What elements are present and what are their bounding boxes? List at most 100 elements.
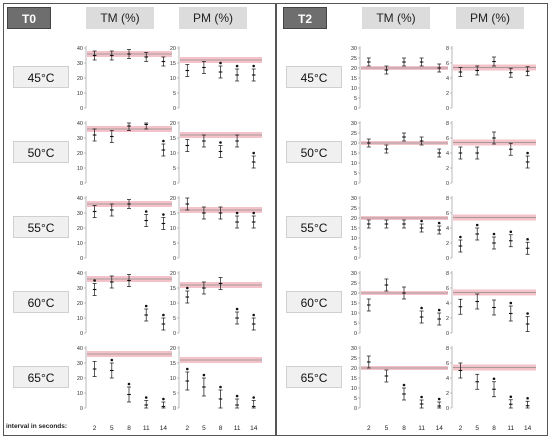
p0-r4-c0-significance-mark-1 bbox=[110, 358, 114, 362]
p0-r2-c0-y-tick-label-4: 40 bbox=[77, 196, 83, 202]
p0-r4-c1-y-tick-label-0: 0 bbox=[173, 406, 176, 412]
p0-r2-c1-y-tick-label-3: 15 bbox=[170, 211, 176, 217]
p1-r1-c0-y-tick-label-2: 10 bbox=[351, 161, 357, 167]
p0-r1-c0-y-tick-label-4: 40 bbox=[77, 121, 83, 127]
p1-r2-c0-y-tick-label-4: 20 bbox=[351, 216, 357, 222]
p1-r0-c0-y-tick-label-1: 5 bbox=[354, 96, 357, 102]
p0-r0-c0-y-tick-label-1: 10 bbox=[77, 91, 83, 97]
p1-r2-c0-y-tick-label-3: 15 bbox=[351, 226, 357, 232]
p0-r4-c1-x-tick-label-2: 8 bbox=[219, 425, 223, 432]
p1-r2-c1-y-tick-label-2: 4 bbox=[446, 226, 449, 232]
p1-r3-c0-y-tick-label-0: 0 bbox=[354, 331, 357, 337]
p1-r3-c0-y-tick-label-6: 30 bbox=[351, 271, 357, 277]
p0-r4-c0-x-tick-label-1: 5 bbox=[110, 425, 114, 432]
p1-r1-c0-y-tick-label-1: 5 bbox=[354, 171, 357, 177]
p1-r3-c0-y-tick-label-5: 25 bbox=[351, 281, 357, 287]
p0-r3-c0-y-tick-label-4: 40 bbox=[77, 271, 83, 277]
panel-t2-badge: T2 bbox=[283, 7, 327, 29]
p1-r4-c0-x-tick-label-3: 11 bbox=[418, 425, 425, 432]
p0-r4-c1-x-tick-label-1: 5 bbox=[202, 425, 206, 432]
p0-r0-c1-significance-mark-3 bbox=[235, 64, 239, 68]
p1-r4-c1-x-tick-label-4: 14 bbox=[524, 425, 532, 432]
p0-r4-c0-y-tick-label-1: 10 bbox=[77, 391, 83, 397]
p1-r4-c1-significance-mark-3 bbox=[509, 395, 513, 399]
p0-r2-c0-significance-mark-3 bbox=[144, 210, 148, 213]
p0-r4-c0-y-tick-label-2: 20 bbox=[77, 376, 83, 382]
p0-r3-c0-significance-mark-3 bbox=[144, 304, 148, 308]
p1-r0-c1-y-tick-label-3: 6 bbox=[446, 61, 449, 67]
p0-r4-c0-x-tick-label-2: 8 bbox=[127, 425, 131, 432]
t0-temp-65: 65°C bbox=[13, 366, 69, 388]
p0-r0-c1-y-tick-label-4: 20 bbox=[170, 46, 176, 52]
p1-r3-c0-significance-mark-3 bbox=[420, 306, 423, 310]
p0-r1-c0-y-tick-label-2: 20 bbox=[77, 151, 83, 157]
p0-r3-c0-significance-mark-4 bbox=[162, 313, 165, 317]
p0-r1-c1-y-tick-label-2: 10 bbox=[170, 151, 176, 157]
p1-r4-c0-y-tick-label-0: 0 bbox=[354, 406, 357, 412]
p0-r3-c1-y-tick-label-1: 5 bbox=[173, 316, 176, 322]
p0-r4-c1-significance-mark-4 bbox=[252, 396, 255, 399]
p0-r2-c1-y-tick-label-0: 0 bbox=[173, 256, 176, 262]
p1-r4-c0-y-tick-label-6: 30 bbox=[351, 346, 357, 352]
p1-r4-c0-x-tick-label-4: 14 bbox=[436, 425, 444, 432]
t2-tm-header: TM (%) bbox=[362, 7, 430, 29]
p1-r2-c1-y-tick-label-0: 0 bbox=[446, 256, 449, 262]
t2-temp-50: 50°C bbox=[286, 141, 342, 163]
p0-r4-c1-x-tick-label-3: 11 bbox=[234, 425, 241, 432]
p0-r4-c1-y-tick-label-2: 10 bbox=[170, 376, 176, 382]
p1-r0-c0-y-tick-label-4: 20 bbox=[351, 66, 357, 72]
p1-r3-c0-y-tick-label-1: 5 bbox=[354, 321, 357, 327]
p0-r0-c0-y-tick-label-3: 30 bbox=[77, 61, 83, 67]
p1-r3-c1-y-tick-label-2: 4 bbox=[446, 301, 449, 307]
p0-r4-c0-x-tick-label-4: 14 bbox=[160, 425, 168, 432]
p1-r2-c0-y-tick-label-6: 30 bbox=[351, 196, 357, 202]
t0-temp-50: 50°C bbox=[13, 141, 69, 163]
t2-temp-55: 55°C bbox=[286, 216, 342, 238]
p0-r1-c1-y-tick-label-0: 0 bbox=[173, 181, 176, 187]
p1-r1-c0-y-tick-label-6: 30 bbox=[351, 121, 357, 127]
p1-r3-c1-y-tick-label-1: 2 bbox=[446, 316, 449, 322]
p0-r2-c1-significance-mark-3 bbox=[235, 211, 239, 215]
p1-r4-c0-y-tick-label-5: 25 bbox=[351, 356, 357, 362]
p1-r1-c0-y-tick-label-3: 15 bbox=[351, 151, 357, 157]
p0-r4-c1-significance-mark-1 bbox=[202, 373, 206, 377]
p1-r3-c1-significance-mark-3 bbox=[509, 301, 513, 305]
p0-r1-c1-significance-mark-4 bbox=[252, 151, 255, 155]
p1-r4-c0-significance-mark-2 bbox=[402, 383, 406, 387]
p0-r0-c1-y-tick-label-1: 5 bbox=[173, 91, 176, 97]
p0-r3-c1-significance-mark-3 bbox=[235, 307, 239, 311]
p1-r0-c0-y-tick-label-5: 25 bbox=[351, 56, 357, 62]
t0-temp-45: 45°C bbox=[13, 66, 69, 88]
p0-r3-c1-y-tick-label-0: 0 bbox=[173, 331, 176, 337]
p0-r2-c1-y-tick-label-4: 20 bbox=[170, 196, 176, 202]
p1-r4-c1-significance-mark-4 bbox=[526, 396, 529, 400]
p1-r4-c1-x-tick-label-3: 11 bbox=[507, 425, 514, 432]
p1-r2-c1-significance-mark-3 bbox=[509, 230, 513, 234]
p0-r3-c0-y-tick-label-3: 30 bbox=[77, 286, 83, 292]
p1-r3-c0-significance-mark-4 bbox=[437, 308, 441, 312]
p0-r2-c1-significance-mark-4 bbox=[252, 211, 255, 215]
p1-r0-c1-y-tick-label-1: 2 bbox=[446, 91, 449, 97]
p0-r1-c0-y-tick-label-1: 10 bbox=[77, 166, 83, 172]
p1-r1-c0-y-tick-label-0: 0 bbox=[354, 181, 357, 187]
t2-temp-60: 60°C bbox=[286, 291, 342, 313]
p0-r4-c0-y-tick-label-3: 30 bbox=[77, 361, 83, 367]
p0-r0-c1-significance-mark-2 bbox=[219, 61, 222, 65]
p1-r4-c0-significance-mark-3 bbox=[420, 395, 423, 399]
p1-r4-c1-x-tick-label-0: 2 bbox=[459, 425, 463, 432]
p0-r4-c0-x-tick-label-0: 2 bbox=[93, 425, 97, 432]
p0-r2-c0-significance-mark-4 bbox=[162, 213, 165, 216]
p0-r1-c1-significance-mark-2 bbox=[219, 141, 222, 144]
p0-r4-c0-y-tick-label-4: 40 bbox=[77, 346, 83, 352]
p0-r4-c0-significance-mark-4 bbox=[162, 397, 165, 401]
p0-r1-c1-y-tick-label-4: 20 bbox=[170, 121, 176, 127]
p1-r2-c1-significance-mark-4 bbox=[526, 237, 529, 241]
p0-r1-c1-y-tick-label-1: 5 bbox=[173, 166, 176, 172]
p1-r4-c1-x-tick-label-2: 8 bbox=[492, 425, 496, 432]
t0-pm-header: PM (%) bbox=[179, 7, 247, 29]
p0-r4-c1-y-tick-label-1: 5 bbox=[173, 391, 176, 397]
p0-r3-c0-significance-mark-0 bbox=[93, 279, 96, 282]
p1-r4-c0-significance-mark-4 bbox=[437, 397, 441, 401]
p1-r3-c1-y-tick-label-0: 0 bbox=[446, 331, 449, 337]
